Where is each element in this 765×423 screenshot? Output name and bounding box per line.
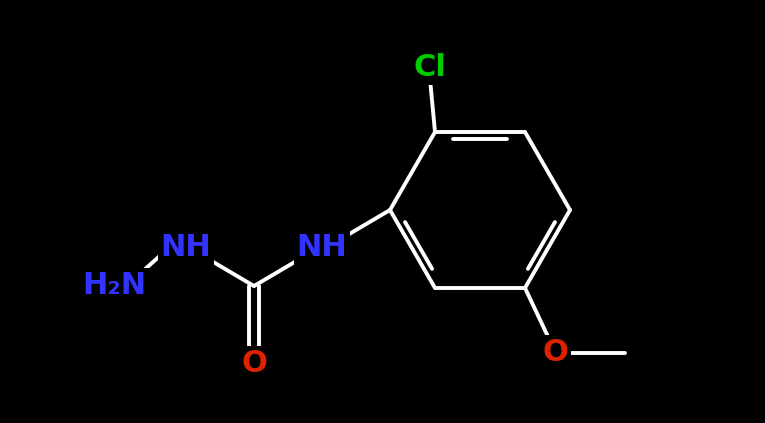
- Text: NH: NH: [161, 233, 211, 263]
- Text: NH: NH: [297, 233, 347, 263]
- Text: O: O: [241, 349, 267, 379]
- Text: Cl: Cl: [414, 52, 447, 82]
- Text: O: O: [542, 338, 568, 368]
- Text: H₂N: H₂N: [82, 272, 146, 300]
